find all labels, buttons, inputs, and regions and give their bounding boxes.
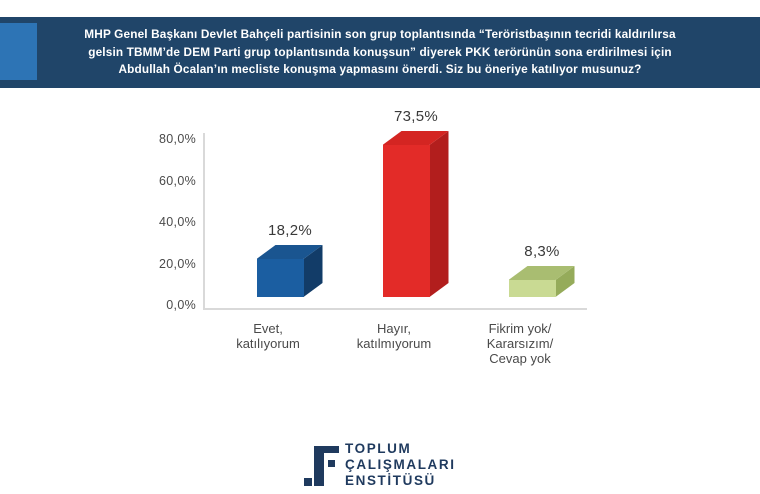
category-label-evet-katiliyorum: Evet, katılıyorum <box>193 321 343 351</box>
y-axis-line <box>203 133 205 310</box>
org-name-line-2: ÇALIŞMALARI <box>345 457 456 472</box>
category-label-hayir-katilmiyorum-line-2: katılmıyorum <box>356 336 432 351</box>
category-label-evet-katiliyorum-line-1: Evet, <box>253 321 283 336</box>
category-label-hayir-katilmiyorum-line-1: Hayır, <box>377 321 411 336</box>
bar-side-evet-katiliyorum <box>304 245 323 297</box>
bar-front-hayir-katilmiyorum <box>382 145 430 297</box>
data-label-hayir-katilmiyorum: 73,5% <box>393 108 439 125</box>
question-banner: MHP Genel Başkanı Devlet Bahçeli partisi… <box>0 17 760 88</box>
data-label-evet-katiliyorum: 18,2% <box>267 222 313 239</box>
y-tick-0: 0,0% <box>166 298 196 312</box>
logo-mark-top-bar <box>314 446 339 453</box>
logo-mark-icon <box>303 440 343 488</box>
question-text: MHP Genel Başkanı Devlet Bahçeli partisi… <box>84 26 675 78</box>
category-label-fikrim-yok-kararsizim-cevap-yok-line-1: Fikrim yok/ <box>488 321 552 336</box>
question-line-3: Abdullah Öcalan’ın mecliste konuşma yapm… <box>118 62 642 77</box>
bar-front-evet-katiliyorum <box>256 259 304 297</box>
org-logo: TOPLUM ÇALIŞMALARI ENSTİTÜSÜ <box>303 440 493 492</box>
category-label-fikrim-yok-kararsizim-cevap-yok-line-3: Cevap yok <box>489 351 551 366</box>
question-line-2: gelsin TBMM’de DEM Parti grup toplantısı… <box>88 44 672 59</box>
logo-mark-stem <box>314 446 324 486</box>
banner-accent-square <box>0 23 37 80</box>
bar-top-fikrim-yok-kararsizim-cevap-yok <box>509 266 575 280</box>
logo-mark-mid-square <box>328 460 335 467</box>
category-label-hayir-katilmiyorum: Hayır, katılmıyorum <box>319 321 469 351</box>
data-label-fikrim-yok-kararsizim-cevap-yok: 8,3% <box>524 243 560 260</box>
question-line-1: MHP Genel Başkanı Devlet Bahçeli partisi… <box>84 27 676 42</box>
bar-side-hayir-katilmiyorum <box>430 131 449 297</box>
bar-top-evet-katiliyorum <box>257 245 323 259</box>
y-tick-80: 80,0% <box>159 132 196 146</box>
y-tick-60: 60,0% <box>159 173 196 188</box>
category-label-fikrim-yok-kararsizim-cevap-yok: Fikrim yok/Kararsızım/Cevap yok <box>445 321 595 366</box>
org-name-line-3: ENSTİTÜSÜ <box>345 473 436 488</box>
bar-top-hayir-katilmiyorum <box>383 131 449 145</box>
org-name: TOPLUM ÇALIŞMALARI ENSTİTÜSÜ <box>345 441 456 489</box>
category-label-evet-katiliyorum-line-2: katılıyorum <box>236 336 300 351</box>
org-name-line-1: TOPLUM <box>345 441 412 456</box>
category-label-fikrim-yok-kararsizim-cevap-yok-line-2: Kararsızım/ <box>486 336 554 351</box>
y-tick-20: 20,0% <box>159 256 196 271</box>
logo-mark-dot-square <box>304 478 312 486</box>
bar-front-fikrim-yok-kararsizim-cevap-yok <box>508 280 556 297</box>
y-tick-40: 40,0% <box>159 215 196 229</box>
x-axis-line <box>203 308 587 310</box>
